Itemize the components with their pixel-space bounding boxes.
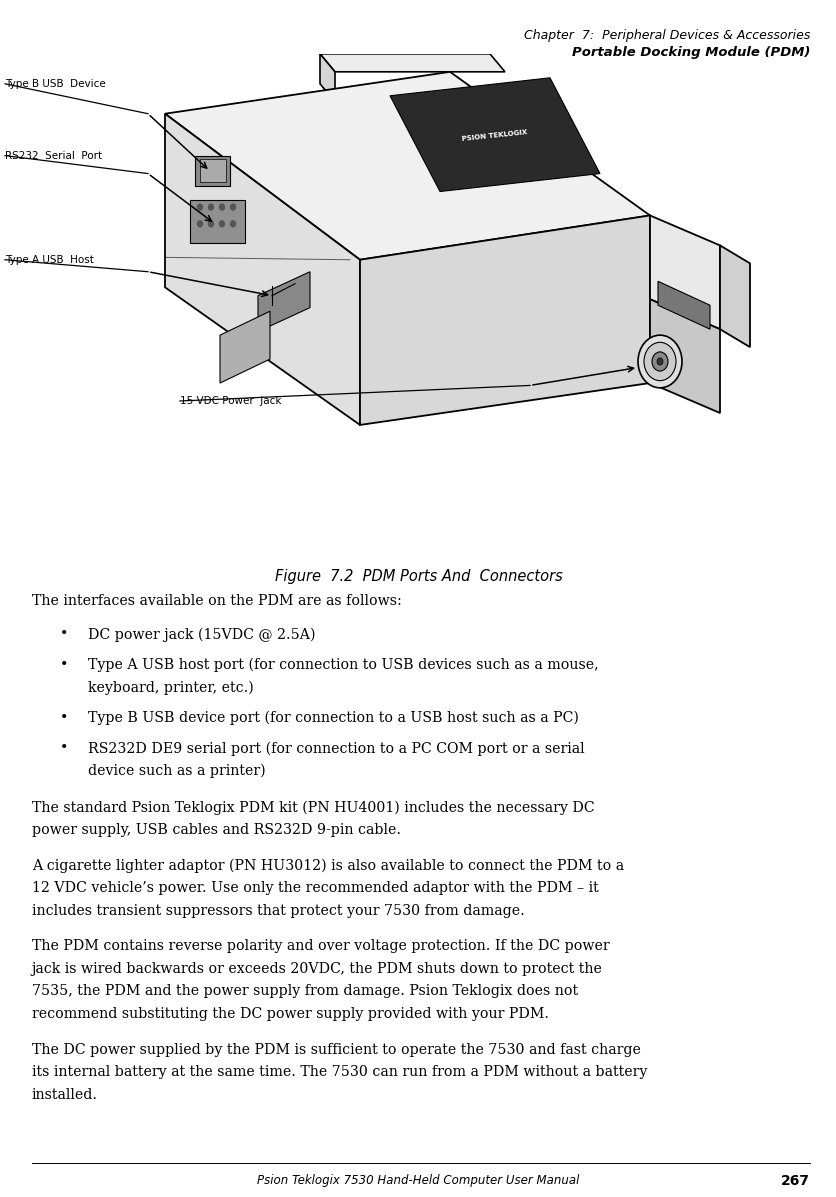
Polygon shape — [200, 159, 226, 182]
Polygon shape — [319, 54, 504, 72]
Text: jack is wired backwards or exceeds 20VDC, the PDM shuts down to protect the: jack is wired backwards or exceeds 20VDC… — [32, 962, 602, 976]
Circle shape — [197, 220, 202, 227]
Polygon shape — [650, 299, 719, 413]
Text: The DC power supplied by the PDM is sufficient to operate the 7530 and fast char: The DC power supplied by the PDM is suff… — [32, 1043, 640, 1057]
Text: 12 VDC vehicle’s power. Use only the recommended adaptor with the PDM – it: 12 VDC vehicle’s power. Use only the rec… — [32, 881, 598, 895]
Polygon shape — [220, 311, 270, 383]
Text: 7535, the PDM and the power supply from damage. Psion Teklogix does not: 7535, the PDM and the power supply from … — [32, 984, 577, 998]
Circle shape — [230, 203, 235, 209]
Polygon shape — [719, 245, 749, 347]
Text: The standard Psion Teklogix PDM kit (PN HU4001) includes the necessary DC: The standard Psion Teklogix PDM kit (PN … — [32, 801, 594, 815]
Circle shape — [637, 335, 681, 388]
Circle shape — [651, 352, 667, 371]
Text: •: • — [60, 711, 69, 724]
Text: keyboard, printer, etc.): keyboard, printer, etc.) — [88, 680, 253, 694]
Polygon shape — [165, 72, 650, 260]
Circle shape — [208, 203, 213, 209]
Text: DC power jack (15VDC @ 2.5A): DC power jack (15VDC @ 2.5A) — [88, 627, 315, 642]
Text: The interfaces available on the PDM are as follows:: The interfaces available on the PDM are … — [32, 594, 401, 608]
Circle shape — [219, 203, 224, 209]
Text: PSION TEKLOGIX: PSION TEKLOGIX — [461, 129, 528, 141]
Polygon shape — [657, 281, 709, 329]
Circle shape — [656, 358, 662, 365]
Text: 267: 267 — [780, 1174, 809, 1189]
Text: RS232  Serial  Port: RS232 Serial Port — [5, 151, 102, 160]
Text: •: • — [60, 658, 69, 672]
Polygon shape — [319, 54, 334, 102]
Polygon shape — [257, 272, 309, 332]
Text: 15 VDC Power  Jack: 15 VDC Power Jack — [180, 396, 281, 406]
Text: installed.: installed. — [32, 1088, 98, 1101]
Text: power supply, USB cables and RS232D 9-pin cable.: power supply, USB cables and RS232D 9-pi… — [32, 824, 400, 837]
Polygon shape — [390, 78, 599, 192]
Text: its internal battery at the same time. The 7530 can run from a PDM without a bat: its internal battery at the same time. T… — [32, 1065, 646, 1080]
Polygon shape — [190, 200, 245, 243]
Text: Type B USB  Device: Type B USB Device — [5, 79, 105, 89]
Text: recommend substituting the DC power supply provided with your PDM.: recommend substituting the DC power supp… — [32, 1007, 548, 1021]
Text: •: • — [60, 741, 69, 755]
Text: device such as a printer): device such as a printer) — [88, 764, 265, 778]
Circle shape — [230, 220, 235, 227]
Text: Type B USB device port (for connection to a USB host such as a PC): Type B USB device port (for connection t… — [88, 711, 578, 725]
Text: Chapter  7:  Peripheral Devices & Accessories: Chapter 7: Peripheral Devices & Accessor… — [523, 29, 809, 42]
Text: RS232D DE9 serial port (for connection to a PC COM port or a serial: RS232D DE9 serial port (for connection t… — [88, 741, 584, 755]
Text: includes transient suppressors that protect your 7530 from damage.: includes transient suppressors that prot… — [32, 904, 524, 918]
Text: Portable Docking Module (PDM): Portable Docking Module (PDM) — [571, 45, 809, 59]
Text: Type A USB  Host: Type A USB Host — [5, 255, 94, 265]
Polygon shape — [359, 215, 650, 425]
Polygon shape — [165, 114, 359, 425]
Circle shape — [219, 220, 224, 227]
Polygon shape — [195, 156, 230, 186]
Text: •: • — [60, 627, 69, 642]
Text: Figure  7.2  PDM Ports And  Connectors: Figure 7.2 PDM Ports And Connectors — [274, 569, 562, 584]
Circle shape — [197, 203, 202, 209]
Text: Type A USB host port (for connection to USB devices such as a mouse,: Type A USB host port (for connection to … — [88, 658, 598, 673]
Text: A cigarette lighter adaptor (PN HU3012) is also available to connect the PDM to : A cigarette lighter adaptor (PN HU3012) … — [32, 858, 623, 873]
Circle shape — [643, 342, 675, 381]
Text: Psion Teklogix 7530 Hand-Held Computer User Manual: Psion Teklogix 7530 Hand-Held Computer U… — [257, 1174, 579, 1187]
Circle shape — [208, 220, 213, 227]
Text: The PDM contains reverse polarity and over voltage protection. If the DC power: The PDM contains reverse polarity and ov… — [32, 940, 609, 954]
Polygon shape — [650, 215, 719, 329]
